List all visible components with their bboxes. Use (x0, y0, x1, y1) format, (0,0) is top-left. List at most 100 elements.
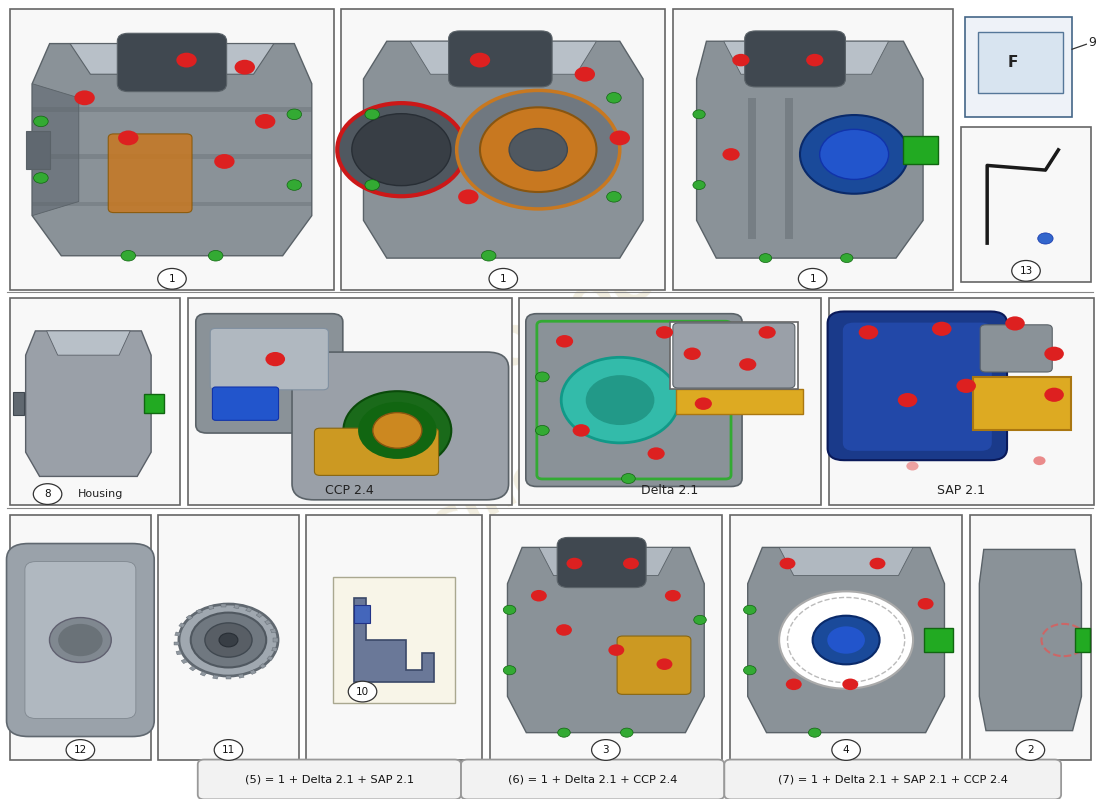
FancyBboxPatch shape (7, 543, 154, 737)
Bar (1075, 628, 1090, 652)
Polygon shape (696, 42, 923, 258)
Text: 9: 9 (1089, 36, 1097, 49)
Circle shape (1033, 456, 1045, 465)
Circle shape (1044, 346, 1064, 361)
Bar (519, 298, 821, 506)
Circle shape (287, 180, 301, 190)
Circle shape (656, 326, 673, 338)
Circle shape (531, 590, 547, 602)
Circle shape (359, 402, 437, 459)
Bar (333, 577, 455, 703)
FancyBboxPatch shape (745, 31, 846, 87)
Bar (256, 613, 263, 618)
Circle shape (840, 254, 852, 262)
Text: F: F (1008, 54, 1019, 70)
Bar (245, 607, 252, 612)
Bar (189, 666, 196, 671)
Polygon shape (979, 550, 1081, 730)
Bar (32, 107, 311, 112)
Text: CCP 2.4: CCP 2.4 (326, 484, 374, 498)
Bar (670, 322, 798, 390)
Bar (828, 298, 1094, 506)
Text: 1: 1 (168, 274, 175, 284)
Bar (234, 605, 240, 609)
Circle shape (607, 93, 621, 103)
Text: (6) = 1 + Delta 2.1 + CCP 2.4: (6) = 1 + Delta 2.1 + CCP 2.4 (508, 774, 678, 785)
Bar (10, 10, 333, 290)
FancyBboxPatch shape (558, 538, 646, 587)
Circle shape (695, 398, 712, 410)
Text: 4: 4 (843, 745, 849, 755)
Circle shape (898, 393, 917, 407)
Bar (182, 659, 188, 663)
Circle shape (1037, 233, 1053, 244)
Circle shape (50, 618, 111, 662)
Circle shape (956, 378, 976, 393)
Circle shape (813, 616, 880, 664)
Bar (490, 515, 722, 760)
Polygon shape (539, 547, 673, 575)
Polygon shape (779, 547, 913, 575)
Bar (974, 377, 1071, 430)
Circle shape (799, 269, 827, 289)
Circle shape (343, 391, 451, 470)
FancyBboxPatch shape (980, 325, 1053, 372)
Bar (273, 638, 278, 642)
Bar (354, 605, 370, 623)
Text: 3: 3 (603, 745, 609, 755)
Circle shape (843, 678, 858, 690)
Circle shape (179, 604, 278, 676)
Circle shape (780, 558, 795, 570)
FancyBboxPatch shape (196, 314, 343, 433)
Polygon shape (354, 598, 434, 682)
Circle shape (458, 190, 478, 204)
Circle shape (694, 615, 706, 625)
Circle shape (157, 269, 186, 289)
Circle shape (34, 116, 48, 126)
Circle shape (338, 103, 465, 196)
Bar (188, 298, 512, 506)
Circle shape (234, 60, 255, 74)
Circle shape (121, 250, 135, 261)
Circle shape (490, 269, 517, 289)
Circle shape (365, 109, 380, 120)
Bar (10, 515, 151, 760)
Circle shape (832, 740, 860, 760)
Bar (227, 676, 231, 679)
Circle shape (869, 558, 886, 570)
Bar (212, 675, 219, 679)
Circle shape (744, 606, 756, 614)
FancyBboxPatch shape (617, 636, 691, 694)
Circle shape (906, 462, 918, 470)
Circle shape (808, 728, 821, 738)
Circle shape (800, 115, 909, 194)
Text: 11: 11 (222, 745, 235, 755)
Circle shape (1012, 261, 1041, 282)
Circle shape (1016, 740, 1045, 760)
Bar (675, 390, 803, 414)
Circle shape (566, 558, 582, 570)
Polygon shape (363, 42, 644, 258)
Circle shape (859, 326, 878, 339)
Bar (196, 609, 202, 614)
Circle shape (693, 110, 705, 118)
Bar (221, 604, 227, 607)
Circle shape (609, 130, 630, 146)
Bar (265, 620, 271, 625)
Text: 8: 8 (44, 489, 51, 499)
FancyBboxPatch shape (118, 34, 227, 92)
Circle shape (349, 682, 377, 702)
Circle shape (779, 591, 913, 689)
Bar (903, 135, 938, 164)
Circle shape (806, 54, 824, 66)
Polygon shape (46, 331, 130, 355)
Circle shape (683, 347, 701, 360)
Circle shape (75, 90, 95, 106)
Circle shape (607, 191, 621, 202)
Bar (208, 606, 213, 610)
Circle shape (219, 633, 238, 647)
Circle shape (208, 250, 223, 261)
Circle shape (561, 358, 679, 443)
Bar (260, 663, 266, 669)
Bar (186, 615, 192, 620)
